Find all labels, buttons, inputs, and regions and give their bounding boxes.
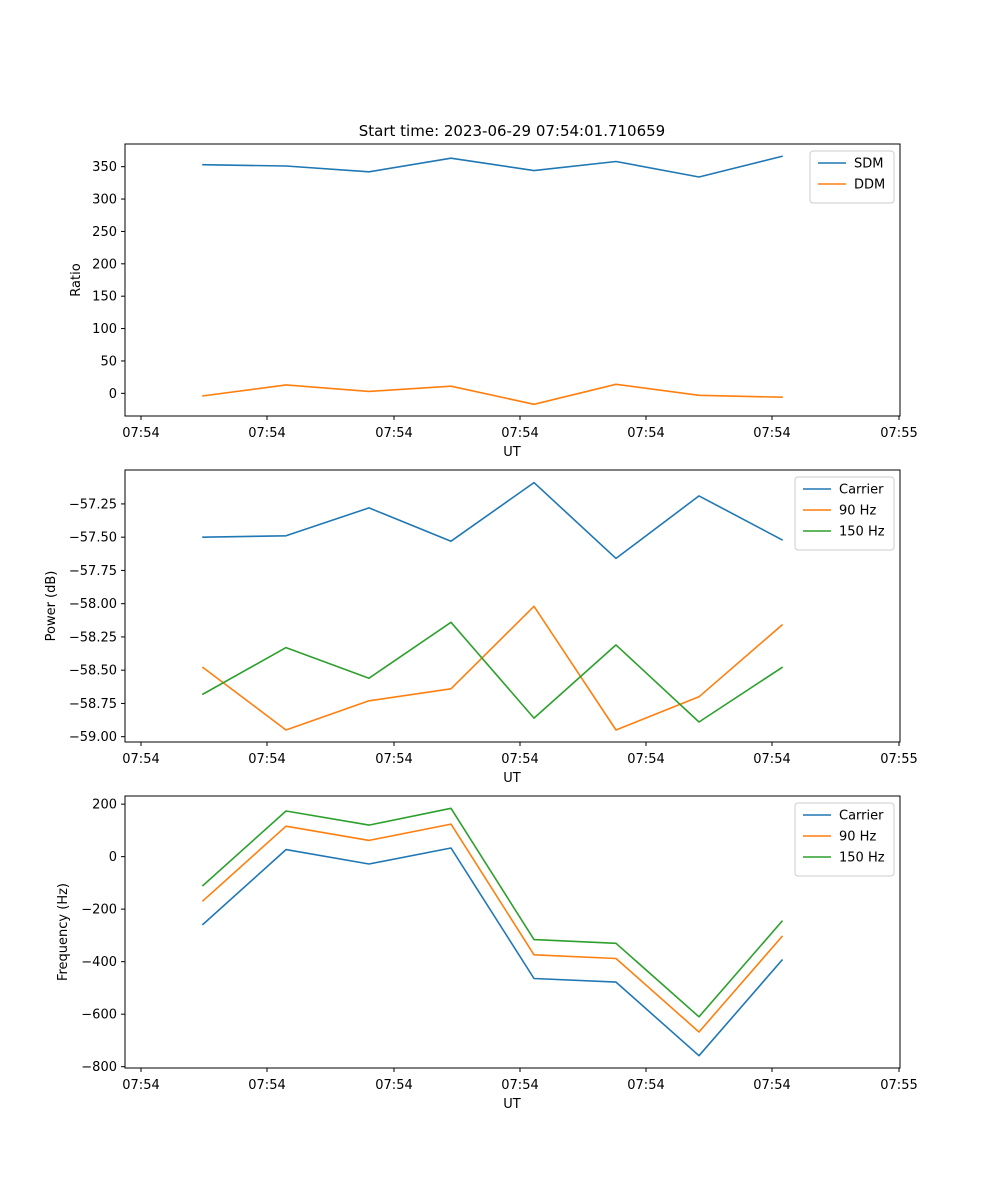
x-tick-label: 07:55 <box>880 752 917 767</box>
axes-frame <box>124 795 901 1069</box>
legend-entry: SDM <box>854 157 883 172</box>
x-tick-label: 07:54 <box>375 426 412 441</box>
x-axis-label: UT <box>503 445 521 460</box>
y-tick-label: −57.25 <box>69 497 117 512</box>
axes-frame <box>124 469 901 743</box>
y-tick-label: −58.00 <box>69 597 117 612</box>
x-tick-label: 07:54 <box>122 752 159 767</box>
x-tick-label: 07:54 <box>375 752 412 767</box>
y-tick-label: −800 <box>81 1060 117 1075</box>
subplots: 07:54 07:54 07:54 07:54 07:54 07:54 07:55 0 50 10… <box>44 143 918 1112</box>
y-tick-label: −600 <box>81 1008 117 1023</box>
x-axis-label: UT <box>503 1097 521 1112</box>
x-tick-label: 07:55 <box>880 1078 917 1093</box>
x-tick-label: 07:54 <box>627 1078 664 1093</box>
y-tick-label: 0 <box>109 387 117 402</box>
y-tick-label: −400 <box>81 955 117 970</box>
legend-entry: Carrier <box>839 809 884 824</box>
y-tick-label: 100 <box>92 322 117 337</box>
y-tick-label: −58.75 <box>69 697 117 712</box>
legend: Carrier 90 Hz 150 Hz <box>794 476 895 551</box>
y-tick-label: −58.25 <box>69 630 117 645</box>
legend-entry: Carrier <box>839 483 884 498</box>
y-tick-label: 300 <box>92 193 117 208</box>
axes-frame <box>124 143 901 417</box>
y-tick-label: −58.50 <box>69 664 117 679</box>
figure-title: Start time: 2023-06-29 07:54:01.710659 <box>359 122 665 140</box>
x-tick-label: 07:54 <box>501 426 538 441</box>
x-tick-label: 07:54 <box>501 1078 538 1093</box>
y-tick-label: 200 <box>92 257 117 272</box>
series-line-ddm <box>202 383 783 406</box>
legend-entry: 90 Hz <box>839 830 876 845</box>
series-line-sdm <box>202 155 783 178</box>
legend-entry: 150 Hz <box>839 851 885 866</box>
y-axis-label: Frequency (Hz) <box>56 883 71 981</box>
subplot-1: 07:54 07:54 07:54 07:54 07:54 07:54 07:55 0 50 10… <box>69 143 918 460</box>
y-tick-label: 50 <box>100 354 117 369</box>
y-tick-label: −59.00 <box>69 730 117 745</box>
series-line-90-hz <box>201 605 784 731</box>
x-tick-label: 07:54 <box>501 752 538 767</box>
y-tick-label: −200 <box>81 903 117 918</box>
x-axis-label: UT <box>503 771 521 786</box>
y-axis-label: Power (dB) <box>44 571 59 642</box>
legend-entry: 90 Hz <box>839 504 876 519</box>
series-line-carrier <box>202 481 784 560</box>
x-tick-label: 07:54 <box>248 752 285 767</box>
x-tick-label: 07:54 <box>248 1078 285 1093</box>
series-line-90-hz <box>201 823 784 1033</box>
x-tick-label: 07:55 <box>880 426 917 441</box>
series-group <box>201 807 784 1057</box>
legend-entry: DDM <box>854 178 885 193</box>
y-tick-label: 0 <box>109 850 117 865</box>
legend-entry: 150 Hz <box>839 525 885 540</box>
x-tick-label: 07:54 <box>627 426 664 441</box>
subplot-3: 07:54 07:54 07:54 07:54 07:54 07:54 07:55 −800 −… <box>56 795 918 1112</box>
legend: SDM DDM <box>809 150 895 204</box>
series-group <box>201 481 784 731</box>
y-tick-label: −57.75 <box>69 564 117 579</box>
x-tick-label: 07:54 <box>753 752 790 767</box>
y-axis-label: Ratio <box>69 263 84 296</box>
y-tick-label: 200 <box>92 798 117 813</box>
x-tick-label: 07:54 <box>753 426 790 441</box>
legend: Carrier 90 Hz 150 Hz <box>794 802 895 877</box>
subplot-2: 07:54 07:54 07:54 07:54 07:54 07:54 07:55 −59.0… <box>44 469 918 786</box>
x-tick-label: 07:54 <box>753 1078 790 1093</box>
series-line-carrier <box>201 847 784 1057</box>
x-tick-label: 07:54 <box>122 426 159 441</box>
x-tick-label: 07:54 <box>627 752 664 767</box>
series-line-150-hz <box>201 621 784 723</box>
y-tick-label: 350 <box>92 160 117 175</box>
x-tick-label: 07:54 <box>375 1078 412 1093</box>
y-tick-label: −57.50 <box>69 531 117 546</box>
series-group <box>202 155 783 406</box>
legend-box <box>809 150 895 204</box>
y-tick-label: 250 <box>92 225 117 240</box>
x-tick-label: 07:54 <box>248 426 285 441</box>
x-tick-label: 07:54 <box>122 1078 159 1093</box>
series-line-150-hz <box>201 807 784 1018</box>
y-tick-label: 150 <box>92 290 117 305</box>
